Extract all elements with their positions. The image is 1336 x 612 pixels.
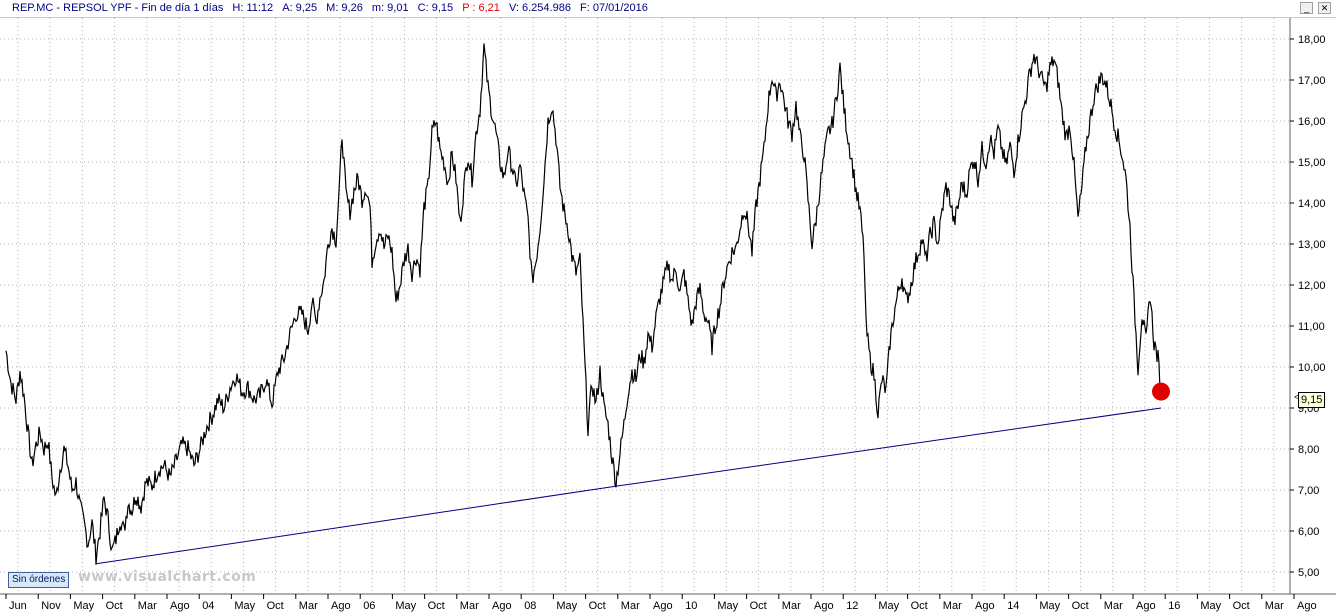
- close-button[interactable]: ✕: [1318, 2, 1331, 14]
- x-tick-label: Oct: [267, 600, 284, 612]
- x-tick-label: 10: [685, 600, 697, 612]
- y-tick-label: 13,00: [1298, 239, 1326, 251]
- x-tick-label: 12: [846, 600, 858, 612]
- x-tick-label: Ago: [814, 600, 834, 612]
- quote-header: REP.MC - REPSOL YPF - Fin de día 1 días …: [0, 0, 1336, 18]
- last-price-marker: [1152, 382, 1170, 401]
- last-price-tag: 9,15: [1298, 392, 1326, 408]
- open-value: A: 9,25: [282, 2, 318, 14]
- x-tick-label: Mar: [1265, 600, 1284, 612]
- min-value: m: 9,01: [371, 2, 409, 14]
- trend-series-line: [95, 407, 1162, 565]
- y-tick-label: 17,00: [1298, 75, 1326, 87]
- close-value: C: 9,15: [417, 2, 454, 14]
- y-tick-label: 10,00: [1298, 362, 1326, 374]
- x-tick-label: May: [73, 600, 94, 612]
- x-tick-label: May: [234, 600, 255, 612]
- x-tick-label: May: [717, 600, 738, 612]
- x-tick-label: Oct: [911, 600, 928, 612]
- x-tick-label: Oct: [1233, 600, 1250, 612]
- y-tick-label: 6,00: [1298, 526, 1319, 538]
- x-tick-label: Mar: [943, 600, 962, 612]
- x-tick-label: Ago: [1136, 600, 1156, 612]
- x-tick-label: 04: [202, 600, 214, 612]
- y-tick-label: 7,00: [1298, 485, 1319, 497]
- high-value: H: 11:12: [232, 2, 274, 14]
- x-tick-label: Mar: [782, 600, 801, 612]
- y-tick-label: 11,00: [1298, 321, 1325, 333]
- y-tick-label: 5,00: [1298, 567, 1319, 579]
- x-tick-label: 06: [363, 600, 375, 612]
- visualchart-watermark: www.visualchart.com: [78, 569, 257, 585]
- x-tick-label: Ago: [170, 600, 190, 612]
- price-series-line: [5, 43, 1162, 565]
- x-tick-label: Nov: [41, 600, 61, 612]
- y-tick-label: 15,00: [1298, 157, 1326, 169]
- x-tick-label: Jun: [9, 600, 27, 612]
- y-tick-label: 18,00: [1298, 34, 1326, 46]
- x-tick-label: Mar: [1104, 600, 1123, 612]
- max-value: M: 9,26: [326, 2, 363, 14]
- x-tick-label: May: [878, 600, 899, 612]
- x-tick-label: 16: [1168, 600, 1180, 612]
- x-tick-label: 14: [1007, 600, 1019, 612]
- x-tick-label: Ago: [975, 600, 995, 612]
- x-tick-label: Mar: [138, 600, 157, 612]
- x-tick-label: May: [395, 600, 416, 612]
- price-pointer-icon: <: [1294, 392, 1300, 402]
- x-tick-label: Mar: [299, 600, 318, 612]
- y-tick-label: 16,00: [1298, 116, 1326, 128]
- x-axis: Jun Nov May Oct Mar Ago 04 May Oct Mar Ago 06 May Oct…: [5, 594, 1317, 612]
- y-tick-label: 8,00: [1298, 444, 1319, 456]
- x-tick-label: Ago: [1297, 600, 1317, 612]
- y-tick-label: 12,00: [1298, 280, 1326, 292]
- x-tick-label: 08: [524, 600, 536, 612]
- date-value: F: 07/01/2016: [580, 2, 648, 14]
- x-tick-label: Oct: [589, 600, 606, 612]
- orders-status-badge[interactable]: Sin órdenes: [8, 572, 70, 588]
- x-tick-label: Mar: [621, 600, 640, 612]
- minimize-button[interactable]: _: [1300, 2, 1313, 14]
- x-tick-label: Ago: [492, 600, 512, 612]
- x-tick-label: May: [1200, 600, 1221, 612]
- symbol-name: REP.MC - REPSOL YPF - Fin de día 1 días: [12, 2, 224, 14]
- x-tick-label: Oct: [428, 600, 445, 612]
- y-axis: 18,00 17,00 16,00 15,00 14,00 13,00 12,00 11,00…: [1290, 34, 1326, 579]
- x-tick-label: Oct: [1072, 600, 1089, 612]
- x-tick-label: Oct: [106, 600, 123, 612]
- change-value: P : 6,21: [462, 2, 500, 14]
- x-tick-label: Mar: [460, 600, 479, 612]
- x-tick-label: Oct: [750, 600, 767, 612]
- volume-value: V: 6.254.986: [508, 2, 571, 14]
- y-tick-label: 14,00: [1298, 198, 1326, 210]
- x-tick-label: Ago: [653, 600, 673, 612]
- x-tick-label: May: [556, 600, 577, 612]
- chart-grid: [0, 18, 1290, 594]
- x-tick-label: May: [1039, 600, 1060, 612]
- x-tick-label: Ago: [331, 600, 351, 612]
